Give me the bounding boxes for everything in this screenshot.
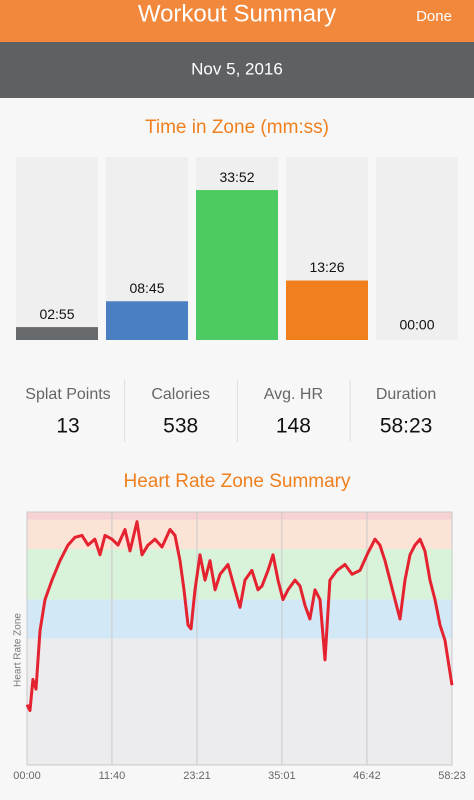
bar: [106, 301, 188, 340]
section-title: Time in Zone (mm:ss): [145, 117, 329, 138]
bar-label: 02:55: [39, 306, 74, 322]
nav-title: Workout Summary: [138, 0, 336, 27]
stat-value: 538: [163, 415, 198, 438]
bar-track: [16, 157, 98, 340]
stat-label: Calories: [151, 386, 210, 403]
x-tick-label: 00:00: [13, 770, 41, 782]
bar: [286, 280, 368, 340]
bar-label: 00:00: [399, 317, 434, 333]
stat-label: Avg. HR: [264, 386, 323, 403]
bar: [16, 327, 98, 340]
x-tick-label: 35:01: [268, 770, 296, 782]
section-title: Heart Rate Zone Summary: [123, 471, 351, 492]
stat-value: 58:23: [380, 415, 433, 438]
stat-value: 148: [276, 415, 311, 438]
bar-track: [376, 157, 458, 340]
zone-band: [27, 512, 452, 520]
bar-label: 08:45: [129, 280, 164, 296]
heart-rate-line: [25, 520, 454, 712]
date: Nov 5, 2016: [191, 59, 283, 78]
bar: [196, 190, 278, 340]
stat-value: 13: [56, 415, 79, 438]
zone-band: [27, 638, 452, 765]
x-tick-label: 11:40: [99, 770, 126, 782]
x-tick-label: 23:21: [183, 770, 211, 782]
bar-label: 13:26: [309, 259, 344, 275]
y-axis-label: Heart Rate Zone: [13, 613, 24, 687]
x-tick-label: 46:42: [353, 770, 381, 782]
bar-label: 33:52: [219, 169, 254, 185]
done-button[interactable]: Done: [416, 8, 452, 25]
plot-frame: [26, 511, 453, 766]
zone-band: [27, 548, 452, 600]
stat-label: Duration: [376, 386, 436, 403]
date-bar: [0, 42, 474, 98]
stat-label: Splat Points: [25, 386, 110, 403]
nav-bar: [0, 0, 474, 42]
x-tick-label: 58:23: [438, 770, 466, 782]
